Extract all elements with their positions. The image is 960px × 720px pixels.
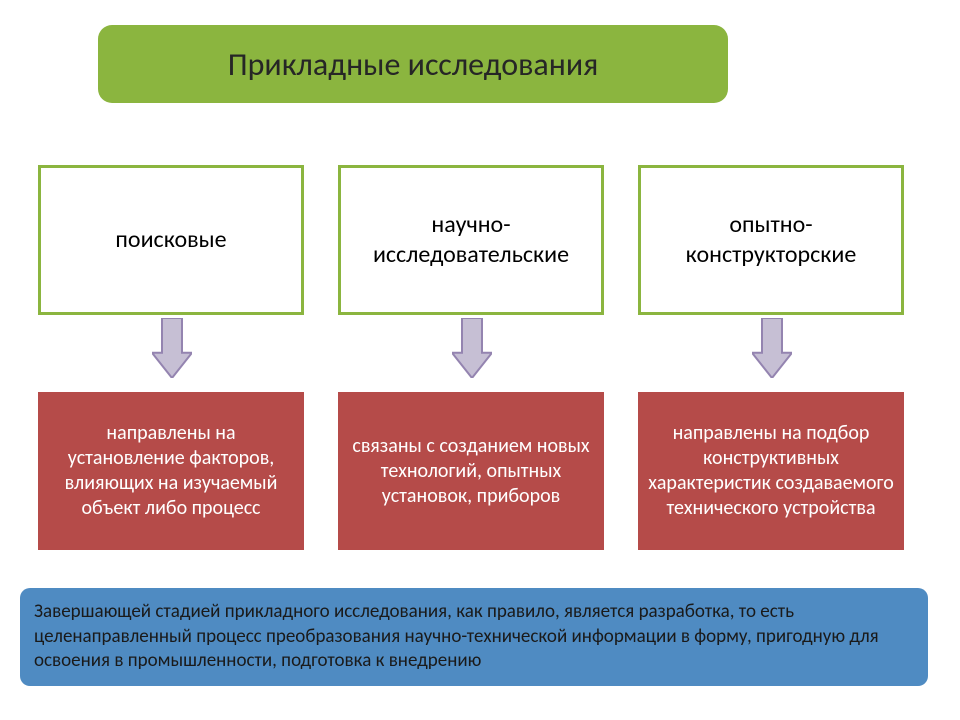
category-box-0: поисковые <box>38 165 304 315</box>
footer-text: Завершающей стадией прикладного исследов… <box>34 600 914 674</box>
description-box-1: связаны с созданием новых технологий, оп… <box>338 392 604 550</box>
category-text-2: опытно-конструкторские <box>647 210 895 270</box>
category-box-2: опытно-конструкторские <box>638 165 904 315</box>
category-text-1: научно-исследовательские <box>347 210 595 270</box>
title-box: Прикладные исследования <box>98 25 728 103</box>
description-text-0: направлены на установление факторов, вли… <box>48 421 294 521</box>
category-text-0: поисковые <box>115 225 226 255</box>
title-text: Прикладные исследования <box>228 45 599 84</box>
description-box-2: направлены на подбор конструктивных хара… <box>638 392 904 550</box>
down-arrow-icon-0 <box>152 318 192 378</box>
down-arrow-icon-2 <box>752 318 792 378</box>
description-box-0: направлены на установление факторов, вли… <box>38 392 304 550</box>
category-box-1: научно-исследовательские <box>338 165 604 315</box>
description-text-2: направлены на подбор конструктивных хара… <box>648 421 894 521</box>
down-arrow-icon-1 <box>452 318 492 378</box>
description-text-1: связаны с созданием новых технологий, оп… <box>348 434 594 509</box>
footer-box: Завершающей стадией прикладного исследов… <box>20 588 928 686</box>
